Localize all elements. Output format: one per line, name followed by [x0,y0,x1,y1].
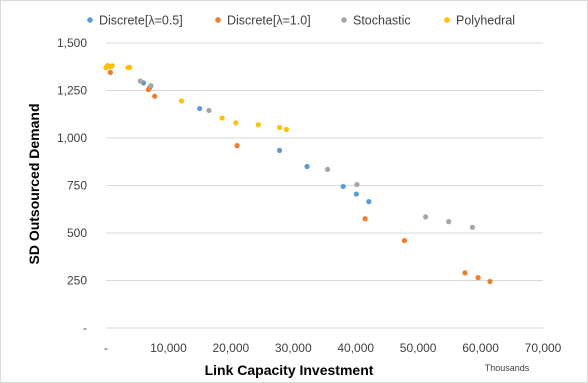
point-series-1 [353,191,359,197]
point-series-2 [152,93,158,99]
y-tick-label: 750 [67,179,87,193]
y-tick-label: - [83,321,87,335]
y-tick-label: 1,500 [57,36,87,50]
x-tick-label: 30,000 [275,341,312,355]
point-series-4 [219,115,225,121]
point-series-1 [304,163,310,170]
point-series-4 [178,98,185,104]
point-series-4 [283,126,290,133]
point-series-3 [354,181,360,188]
point-series-3 [446,219,452,225]
point-series-3 [469,224,476,230]
legend-label-3: Stochastic [353,14,411,28]
point-series-4 [109,63,115,69]
point-series-1 [197,105,203,112]
x-tick-label: 10,000 [150,341,187,355]
legend-marker-4 [444,17,450,23]
legend-marker-1 [87,17,93,23]
point-series-4 [233,120,239,126]
legend: Discrete[λ=0.5] Discrete[λ=1.0] Stochastic… [87,14,515,28]
x-axis-units-label: Thousands [485,363,530,373]
point-series-3 [325,166,331,172]
point-series-2 [487,278,493,285]
y-tick-label: 1,250 [57,84,87,98]
point-series-3 [148,83,154,89]
point-series-4 [127,64,133,70]
point-series-2 [401,238,408,244]
x-tick-label: - [104,341,108,355]
point-series-3 [206,107,212,114]
point-series-2 [145,86,152,93]
point-series-2 [362,216,368,222]
point-series-1 [276,147,283,153]
point-series-4 [276,124,283,131]
point-series-4 [255,122,261,128]
y-tick-label: 1,000 [57,131,87,145]
x-tick-label: 40,000 [337,341,374,355]
point-series-2 [234,143,240,149]
point-series-1 [340,183,346,190]
legend-marker-2 [215,17,221,23]
x-tick-label: 60,000 [462,341,499,355]
gridlines [106,42,543,281]
point-series-3 [137,78,143,84]
legend-marker-3 [341,17,347,23]
legend-label-1: Discrete[λ=0.5] [99,14,183,28]
y-axis-ticks: - 250 500 750 1,000 1,250 1,500 [57,36,87,335]
point-series-2 [475,275,481,281]
legend-label-4: Polyhedral [456,14,515,28]
point-series-3 [423,214,429,220]
x-axis-title: Link Capacity Investment [205,362,374,378]
x-tick-label: 70,000 [525,341,562,355]
x-axis-ticks: - 10,000 20,000 30,000 40,000 50,000 60,000 70,… [104,341,562,355]
point-series-2 [462,270,468,276]
legend-label-2: Discrete[λ=1.0] [227,14,311,28]
x-tick-label: 20,000 [213,341,250,355]
y-tick-label: 250 [67,274,87,288]
x-tick-label: 50,000 [400,341,437,355]
point-series-2 [107,69,113,76]
data-points [103,63,493,285]
y-tick-label: 500 [67,226,87,240]
y-axis-title: SD Outsourced Demand [26,103,42,264]
point-series-1 [366,199,372,205]
